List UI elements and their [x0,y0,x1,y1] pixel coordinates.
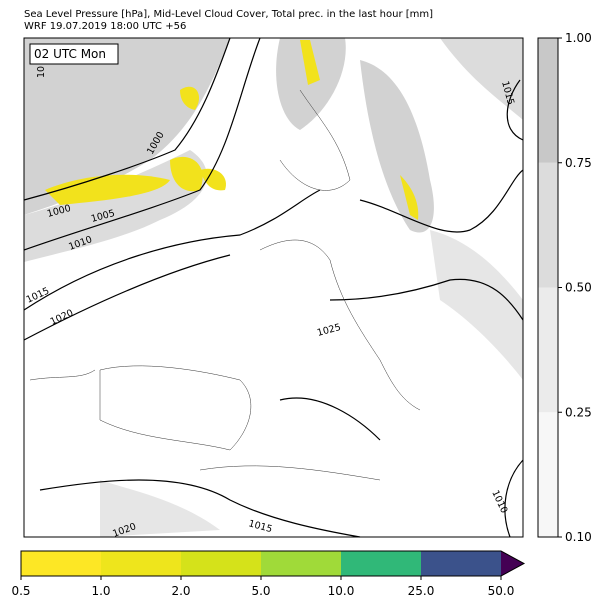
colorbar-segment [538,287,558,413]
precipitation [45,40,419,220]
tick-label: 50.0 [488,584,515,598]
tick-label: 0.75 [565,156,592,170]
colorbar-segment [181,551,261,576]
title: Sea Level Pressure [hPa], Mid-Level Clou… [24,9,433,20]
colorbar-segment [538,162,558,288]
tick-label: 5.0 [251,584,270,598]
time-box [29,43,119,65]
isobar-label: 10 [36,66,47,78]
colorbar-segment [538,412,558,537]
tick-label: 0.5 [11,584,30,598]
tick-label: 2.0 [171,584,190,598]
tick-label: 1.0 [91,584,110,598]
colorbar-segment [21,551,101,576]
map-frame [23,37,524,538]
cloud-colorbar: 0.10 0.25 0.50 0.75 1.00 [537,31,592,544]
colorbar-segment [261,551,341,576]
time-label: 02 UTC Mon [34,47,106,61]
tick-label: 0.10 [565,530,592,544]
colorbar-frame [20,550,526,577]
tick-label: 10.0 [328,584,355,598]
subtitle: WRF 19.07.2019 18:00 UTC +56 [24,21,186,32]
colorbar-segment [341,551,421,576]
isobars [23,37,524,538]
colorbar-extend [501,551,524,576]
colorbar-segment [421,551,501,576]
colorbar-segment [538,38,558,163]
tick-label: 1.00 [565,31,592,45]
tick-label: 0.50 [565,281,592,295]
precip-colorbar: 0.5 1.0 2.0 5.0 10.0 25.0 50.0 [11,550,526,598]
tick-label: 0.25 [565,405,592,419]
coastlines [29,89,421,481]
colorbar-segment [101,551,181,576]
map-area: 1000 1005 1010 1015 1020 1025 1010 1015 … [23,37,524,540]
tick-label: 25.0 [408,584,435,598]
